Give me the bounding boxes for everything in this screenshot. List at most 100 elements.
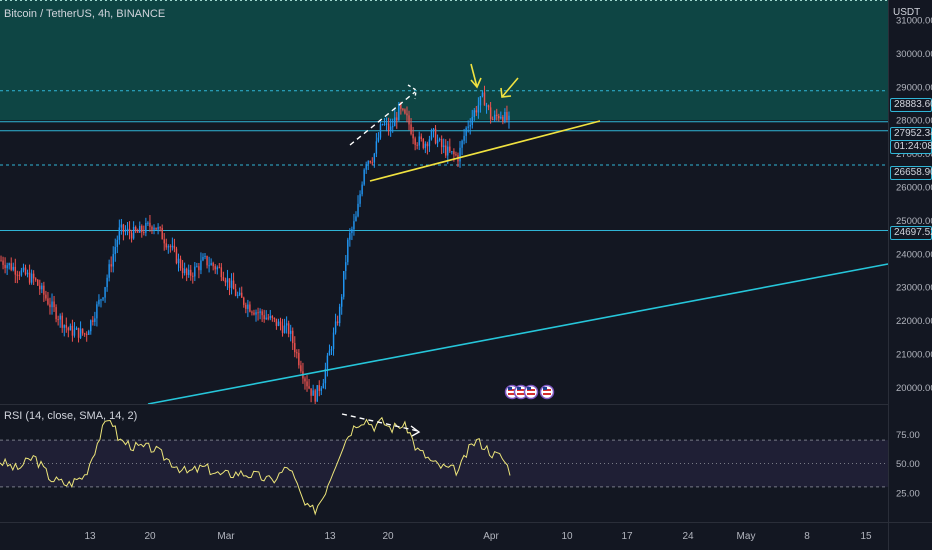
candle-body (18, 274, 21, 276)
candle-body (279, 321, 282, 326)
candle-body (442, 145, 445, 148)
candle-body (226, 278, 229, 283)
candle-body (391, 126, 394, 128)
candle-body (32, 273, 35, 279)
candle-body (139, 225, 141, 233)
candle-body (159, 227, 161, 229)
candle-body (447, 146, 449, 156)
candle-body (294, 343, 296, 353)
candle-body (389, 126, 392, 131)
candle-body (171, 245, 174, 248)
price-tick-label: 23000.00 (896, 283, 932, 294)
candle-body (37, 279, 39, 286)
candle-body (455, 154, 457, 156)
candle-body (34, 278, 37, 280)
candle-body (367, 161, 369, 165)
rsi-scale[interactable]: 75.00 50.00 25.00 (896, 430, 920, 500)
time-tick-label: 17 (621, 531, 633, 542)
horizontal-levels (0, 90, 888, 231)
candle-body (381, 124, 384, 126)
rsi-title[interactable]: RSI (14, close, SMA, 14, 2) (4, 410, 138, 422)
candle-body (77, 327, 80, 338)
candle-body (20, 270, 23, 276)
economic-events[interactable] (504, 384, 555, 400)
candle-body (112, 254, 114, 267)
candle-body (463, 135, 465, 141)
rsi-panel (0, 413, 888, 516)
time-tick-label: 15 (860, 531, 872, 542)
candle-body (153, 227, 155, 230)
candle-body (338, 306, 341, 324)
candle-body (10, 263, 12, 270)
candle-body (124, 230, 127, 232)
candle-body (285, 323, 288, 326)
candle-body (438, 138, 441, 141)
symbol-title[interactable]: Bitcoin / TetherUS, 4h, BINANCE (4, 8, 166, 20)
flag-canton (527, 387, 531, 390)
candle-body (163, 239, 165, 244)
candle-body (449, 146, 451, 152)
time-scale[interactable]: 13 20 Mar 13 20 Apr 10 17 24 May 8 15 (84, 531, 872, 542)
candle-body (487, 105, 490, 108)
candle-body (116, 239, 119, 247)
candle-body (96, 304, 98, 319)
candle-body (365, 164, 367, 170)
resistance-badge: 28883.60 (890, 98, 932, 112)
candle-body (83, 333, 86, 335)
candle-body (114, 246, 116, 255)
candle-body (422, 139, 425, 148)
rsi-line (0, 416, 511, 516)
candle-body (187, 269, 190, 275)
candle-body (445, 145, 447, 156)
time-tick-label: 10 (561, 531, 573, 542)
candle-body (65, 325, 68, 328)
candle-body (212, 263, 214, 267)
candle-body (126, 228, 129, 231)
candle-body (30, 273, 33, 283)
candle-body (88, 331, 90, 335)
candle-body (498, 115, 500, 119)
candle-body (222, 277, 225, 281)
candle-body (379, 124, 382, 138)
candle-body (85, 333, 88, 335)
candle-body (14, 266, 17, 275)
candle-body (481, 92, 484, 97)
rsi-tick-label: 75.00 (896, 430, 920, 441)
time-tick-label: 8 (804, 531, 810, 542)
candle-body (500, 116, 502, 119)
candle-body (51, 301, 53, 308)
candle-body (98, 299, 100, 305)
candle-body (4, 264, 6, 269)
candle-body (24, 267, 27, 275)
price-tick-label: 31000.00 (896, 16, 932, 27)
candle-body (502, 116, 504, 122)
candle-body (361, 184, 363, 195)
candle-body (228, 278, 231, 288)
candle-body (298, 352, 300, 366)
candle-body (271, 316, 274, 318)
arrow-yellow (501, 77, 519, 98)
candle-body (43, 285, 45, 295)
currency-label[interactable]: USDT (893, 7, 921, 18)
candle-body (71, 325, 74, 336)
candle-body (471, 117, 473, 125)
candle-body (102, 297, 104, 300)
candle-body (214, 266, 216, 270)
candle-body (167, 246, 170, 248)
candle-body (130, 233, 133, 239)
price-scale[interactable]: 31000.00 30000.00 29000.00 28000.00 27000.00… (896, 16, 932, 394)
candle-body (369, 161, 371, 163)
candle-body (247, 304, 249, 309)
candle-body (398, 104, 400, 121)
candle-body (134, 226, 137, 232)
candle-body (0, 260, 2, 262)
candle-body (357, 203, 359, 217)
candle-body (477, 105, 480, 113)
candle-body (196, 266, 198, 268)
candle-body (432, 128, 435, 131)
candle-body (394, 117, 396, 127)
candle-body (377, 137, 380, 142)
candle-body (122, 224, 125, 232)
candle-body (265, 317, 267, 320)
